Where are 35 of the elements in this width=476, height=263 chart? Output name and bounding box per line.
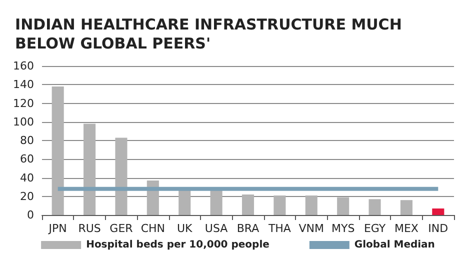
y-tick-label: 0 <box>27 208 34 222</box>
x-tick-label: USA <box>204 222 228 235</box>
chart-title: INDIAN HEALTHCARE INFRASTRUCTURE MUCH BELOW GLOBAL PEERS' <box>15 16 402 52</box>
y-tick-label: 100 <box>13 115 34 128</box>
x-tick-label: CHN <box>140 222 166 235</box>
bar <box>400 200 412 215</box>
bar <box>337 197 350 215</box>
bar <box>115 138 128 215</box>
bar <box>84 124 96 215</box>
x-tick-label: THA <box>267 222 292 235</box>
bar <box>52 86 64 215</box>
legend-label: Global Median <box>354 240 435 250</box>
bar <box>432 208 444 215</box>
x-tick-label: IND <box>428 222 448 235</box>
bar <box>305 195 318 215</box>
bar <box>242 194 254 215</box>
bar <box>274 195 286 215</box>
x-tick-label: MYS <box>331 222 355 235</box>
y-tick-label: 120 <box>13 96 34 110</box>
y-tick-label: 40 <box>20 171 34 184</box>
x-tick-label: RUS <box>78 222 101 235</box>
x-tick-label: UK <box>176 222 194 235</box>
y-tick-label: 140 <box>13 78 34 92</box>
y-tick-label: 60 <box>20 152 34 166</box>
y-tick-label: 20 <box>20 190 34 203</box>
x-tick-label: GER <box>110 222 134 235</box>
x-tick-label: MEX <box>394 222 419 235</box>
x-tick-label: JPN <box>48 222 67 235</box>
legend-label: Hospital beds per 10,000 people <box>86 240 270 250</box>
x-tick-label: VNM <box>298 222 324 235</box>
x-tick-label: EGY <box>364 222 386 235</box>
bar <box>368 199 381 215</box>
y-tick-label: 160 <box>13 60 34 72</box>
y-tick-label: 80 <box>20 134 34 147</box>
x-tick-label: BRA <box>236 222 260 235</box>
